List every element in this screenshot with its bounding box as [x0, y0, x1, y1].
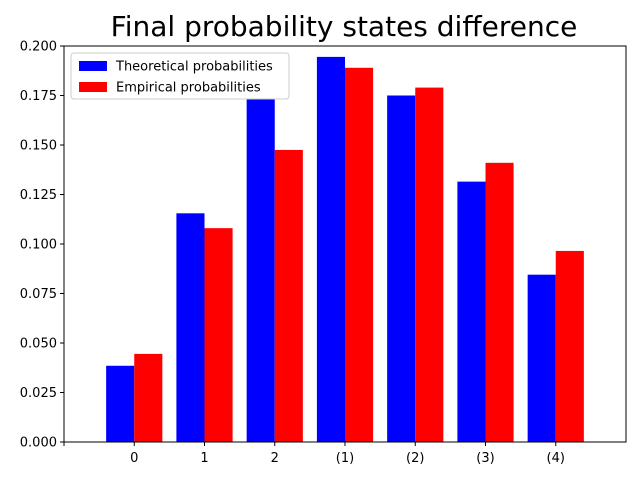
bars-layer [106, 56, 584, 442]
y-tick-label: 0.150 [20, 139, 57, 154]
legend-box [70, 52, 290, 100]
bar-theoretical [316, 56, 345, 442]
bar-empirical [485, 162, 514, 442]
x-tick-label: 0 [130, 451, 138, 466]
bar-theoretical [176, 213, 205, 442]
x-tick-label: 2 [271, 451, 279, 466]
legend-label: Empirical probabilities [116, 81, 261, 96]
bar-theoretical [387, 95, 416, 442]
y-tick-label: 0.075 [20, 287, 57, 302]
y-tick-label: 0.200 [20, 40, 57, 55]
y-tick-label: 0.100 [20, 238, 57, 253]
x-tick-label: 1 [200, 451, 208, 466]
y-tick-label: 0.025 [20, 386, 57, 401]
chart-title: Final probability states difference [111, 10, 578, 43]
bar-theoretical [106, 365, 135, 442]
y-tick-label: 0.050 [20, 337, 57, 352]
x-tick-label: (3) [476, 451, 494, 466]
bar-theoretical [246, 98, 275, 442]
bar-empirical [415, 87, 444, 442]
bar-empirical [134, 353, 163, 442]
y-tick-label: 0.125 [20, 188, 57, 203]
y-tick-label: 0.000 [20, 436, 57, 451]
legend: Theoretical probabilities Empirical proba… [70, 52, 290, 100]
x-tick-label: (4) [547, 451, 565, 466]
bar-empirical [555, 250, 584, 442]
bar-empirical [204, 228, 233, 442]
bar-theoretical [527, 274, 556, 442]
legend-label: Theoretical probabilities [115, 60, 273, 75]
legend-swatch [79, 61, 107, 71]
legend-swatch [79, 82, 107, 92]
x-tick-label: (2) [406, 451, 424, 466]
bar-empirical [345, 67, 374, 442]
bar-empirical [274, 149, 303, 442]
x-tick-label: (1) [336, 451, 354, 466]
y-tick-label: 0.175 [20, 89, 57, 104]
axes-layer: 0.000 0.025 0.050 0.075 0.100 0.125 0.150 0.175… [20, 40, 627, 466]
bar-theoretical [457, 181, 486, 442]
